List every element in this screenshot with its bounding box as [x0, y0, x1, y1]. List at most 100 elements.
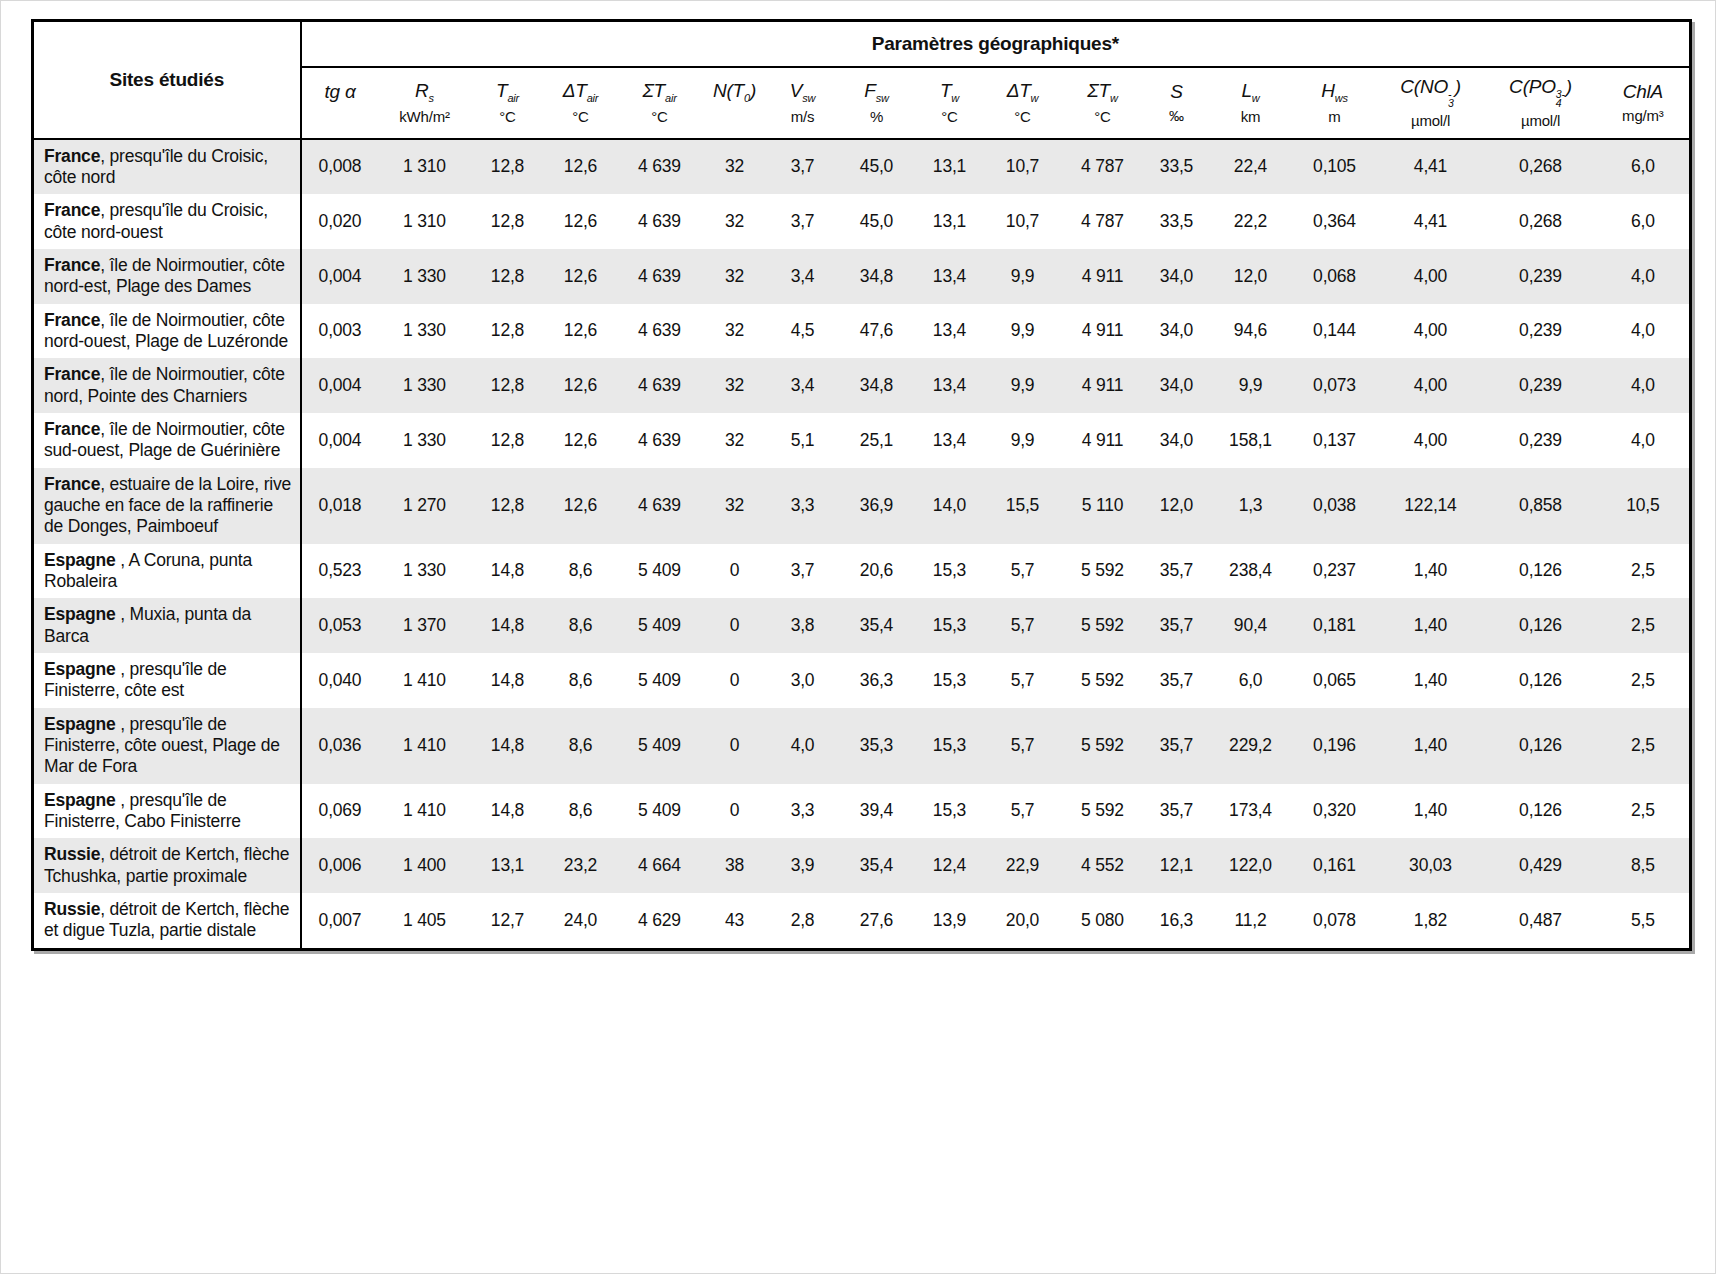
value-cell-s: 35,7	[1145, 708, 1209, 784]
site-country: France	[44, 200, 100, 220]
column-symbol: Fsw	[840, 81, 914, 104]
column-symbol: Hws	[1294, 81, 1376, 104]
value-cell-dt-air: 8,6	[545, 708, 617, 784]
value-cell-tg-alpha: 0,523	[301, 544, 379, 599]
site-country: Espagne	[44, 714, 116, 734]
value-cell-r-s: 1 410	[379, 653, 471, 708]
value-cell-l-w: 22,4	[1209, 139, 1293, 195]
value-cell-s: 12,1	[1145, 838, 1209, 893]
value-cell-chla: 6,0	[1597, 194, 1691, 249]
table-row: France, île de Noirmoutier, côte nord, P…	[33, 358, 1691, 413]
site-cell: France, île de Noirmoutier, côte nord-ou…	[33, 304, 301, 359]
value-cell-dt-air: 12,6	[545, 358, 617, 413]
value-cell-n-t0: 32	[703, 194, 767, 249]
table-row: France, presqu'île du Croisic, côte nord…	[33, 194, 1691, 249]
value-cell-dt-w: 5,7	[985, 544, 1061, 599]
value-cell-h-ws: 0,237	[1293, 544, 1377, 599]
value-cell-tg-alpha: 0,004	[301, 249, 379, 304]
column-symbol: C(NO-3)	[1378, 77, 1484, 108]
value-cell-s: 16,3	[1145, 893, 1209, 949]
column-header-l-w: Lwkm	[1209, 67, 1293, 139]
value-cell-tg-alpha: 0,069	[301, 784, 379, 839]
value-cell-t-w: 13,4	[915, 304, 985, 359]
value-cell-st-air: 5 409	[617, 708, 703, 784]
column-symbol: ΔTair	[546, 81, 616, 104]
column-header-n-t0: N(T0)	[703, 67, 767, 139]
value-cell-st-air: 4 664	[617, 838, 703, 893]
value-cell-n-t0: 0	[703, 653, 767, 708]
column-header-v-sw: Vswm/s	[767, 67, 839, 139]
value-cell-dt-air: 8,6	[545, 653, 617, 708]
value-cell-f-sw: 25,1	[839, 413, 915, 468]
value-cell-tg-alpha: 0,003	[301, 304, 379, 359]
value-cell-f-sw: 45,0	[839, 194, 915, 249]
value-cell-chla: 2,5	[1597, 598, 1691, 653]
value-cell-dt-w: 10,7	[985, 194, 1061, 249]
value-cell-dt-w: 9,9	[985, 358, 1061, 413]
column-symbol: Tair	[472, 81, 544, 104]
value-cell-v-sw: 4,0	[767, 708, 839, 784]
value-cell-chla: 4,0	[1597, 249, 1691, 304]
value-cell-h-ws: 0,196	[1293, 708, 1377, 784]
value-cell-st-air: 4 639	[617, 468, 703, 544]
value-cell-dt-air: 12,6	[545, 249, 617, 304]
value-cell-l-w: 12,0	[1209, 249, 1293, 304]
site-country: Espagne	[44, 550, 116, 570]
value-cell-l-w: 6,0	[1209, 653, 1293, 708]
value-cell-v-sw: 3,3	[767, 468, 839, 544]
value-cell-v-sw: 3,8	[767, 598, 839, 653]
value-cell-st-air: 4 639	[617, 249, 703, 304]
value-cell-v-sw: 3,4	[767, 249, 839, 304]
value-cell-c-po4: 0,239	[1485, 358, 1597, 413]
value-cell-t-w: 12,4	[915, 838, 985, 893]
value-cell-l-w: 158,1	[1209, 413, 1293, 468]
value-cell-l-w: 122,0	[1209, 838, 1293, 893]
table-row: France, île de Noirmoutier, côte sud-oue…	[33, 413, 1691, 468]
value-cell-c-po4: 0,268	[1485, 139, 1597, 195]
value-cell-c-no3: 4,00	[1377, 304, 1485, 359]
group-header-row: Sites étudiés Paramètres géographiques*	[33, 21, 1691, 67]
value-cell-n-t0: 32	[703, 358, 767, 413]
value-cell-st-w: 4 911	[1061, 358, 1145, 413]
value-cell-st-w: 5 592	[1061, 653, 1145, 708]
value-cell-h-ws: 0,105	[1293, 139, 1377, 195]
value-cell-dt-w: 5,7	[985, 653, 1061, 708]
value-cell-h-ws: 0,364	[1293, 194, 1377, 249]
value-cell-f-sw: 39,4	[839, 784, 915, 839]
value-cell-t-air: 14,8	[471, 653, 545, 708]
value-cell-r-s: 1 310	[379, 194, 471, 249]
value-cell-s: 33,5	[1145, 139, 1209, 195]
column-unit: °C	[986, 109, 1060, 126]
column-symbol: Tw	[916, 81, 984, 104]
value-cell-st-w: 4 552	[1061, 838, 1145, 893]
value-cell-t-air: 12,8	[471, 358, 545, 413]
column-unit: µmol/l	[1486, 113, 1596, 130]
value-cell-v-sw: 3,7	[767, 544, 839, 599]
value-cell-dt-w: 9,9	[985, 413, 1061, 468]
value-cell-dt-w: 5,7	[985, 784, 1061, 839]
value-cell-h-ws: 0,320	[1293, 784, 1377, 839]
value-cell-dt-air: 24,0	[545, 893, 617, 949]
value-cell-f-sw: 27,6	[839, 893, 915, 949]
column-symbol: Vsw	[768, 81, 838, 104]
value-cell-r-s: 1 330	[379, 544, 471, 599]
value-cell-h-ws: 0,137	[1293, 413, 1377, 468]
value-cell-c-no3: 122,14	[1377, 468, 1485, 544]
site-country: Espagne	[44, 659, 116, 679]
value-cell-tg-alpha: 0,020	[301, 194, 379, 249]
value-cell-dt-air: 12,6	[545, 194, 617, 249]
value-cell-r-s: 1 330	[379, 304, 471, 359]
value-cell-c-po4: 0,239	[1485, 304, 1597, 359]
value-cell-dt-w: 22,9	[985, 838, 1061, 893]
value-cell-chla: 2,5	[1597, 708, 1691, 784]
value-cell-dt-air: 8,6	[545, 544, 617, 599]
value-cell-t-w: 14,0	[915, 468, 985, 544]
value-cell-l-w: 1,3	[1209, 468, 1293, 544]
value-cell-tg-alpha: 0,008	[301, 139, 379, 195]
value-cell-t-w: 15,3	[915, 598, 985, 653]
column-header-r-s: RskWh/m²	[379, 67, 471, 139]
value-cell-c-no3: 1,40	[1377, 708, 1485, 784]
value-cell-t-w: 13,4	[915, 358, 985, 413]
site-cell: Russie, détroit de Kertch, flèche et dig…	[33, 893, 301, 949]
value-cell-c-no3: 30,03	[1377, 838, 1485, 893]
